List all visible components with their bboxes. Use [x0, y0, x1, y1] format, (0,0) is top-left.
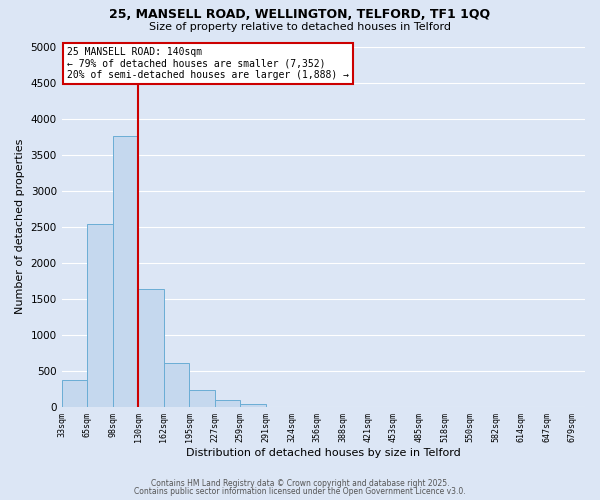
Bar	[241, 404, 266, 407]
Bar	[215, 400, 241, 407]
Text: Contains HM Land Registry data © Crown copyright and database right 2025.: Contains HM Land Registry data © Crown c…	[151, 478, 449, 488]
Bar	[87, 224, 113, 407]
Bar	[164, 363, 190, 407]
Bar	[138, 289, 164, 407]
Text: 25, MANSELL ROAD, WELLINGTON, TELFORD, TF1 1QQ: 25, MANSELL ROAD, WELLINGTON, TELFORD, T…	[109, 8, 491, 20]
Y-axis label: Number of detached properties: Number of detached properties	[15, 139, 25, 314]
Text: Contains public sector information licensed under the Open Government Licence v3: Contains public sector information licen…	[134, 487, 466, 496]
Text: Size of property relative to detached houses in Telford: Size of property relative to detached ho…	[149, 22, 451, 32]
Bar	[62, 380, 87, 407]
Bar	[113, 136, 138, 407]
Text: 25 MANSELL ROAD: 140sqm
← 79% of detached houses are smaller (7,352)
20% of semi: 25 MANSELL ROAD: 140sqm ← 79% of detache…	[67, 46, 349, 80]
Bar	[190, 390, 215, 407]
X-axis label: Distribution of detached houses by size in Telford: Distribution of detached houses by size …	[186, 448, 461, 458]
